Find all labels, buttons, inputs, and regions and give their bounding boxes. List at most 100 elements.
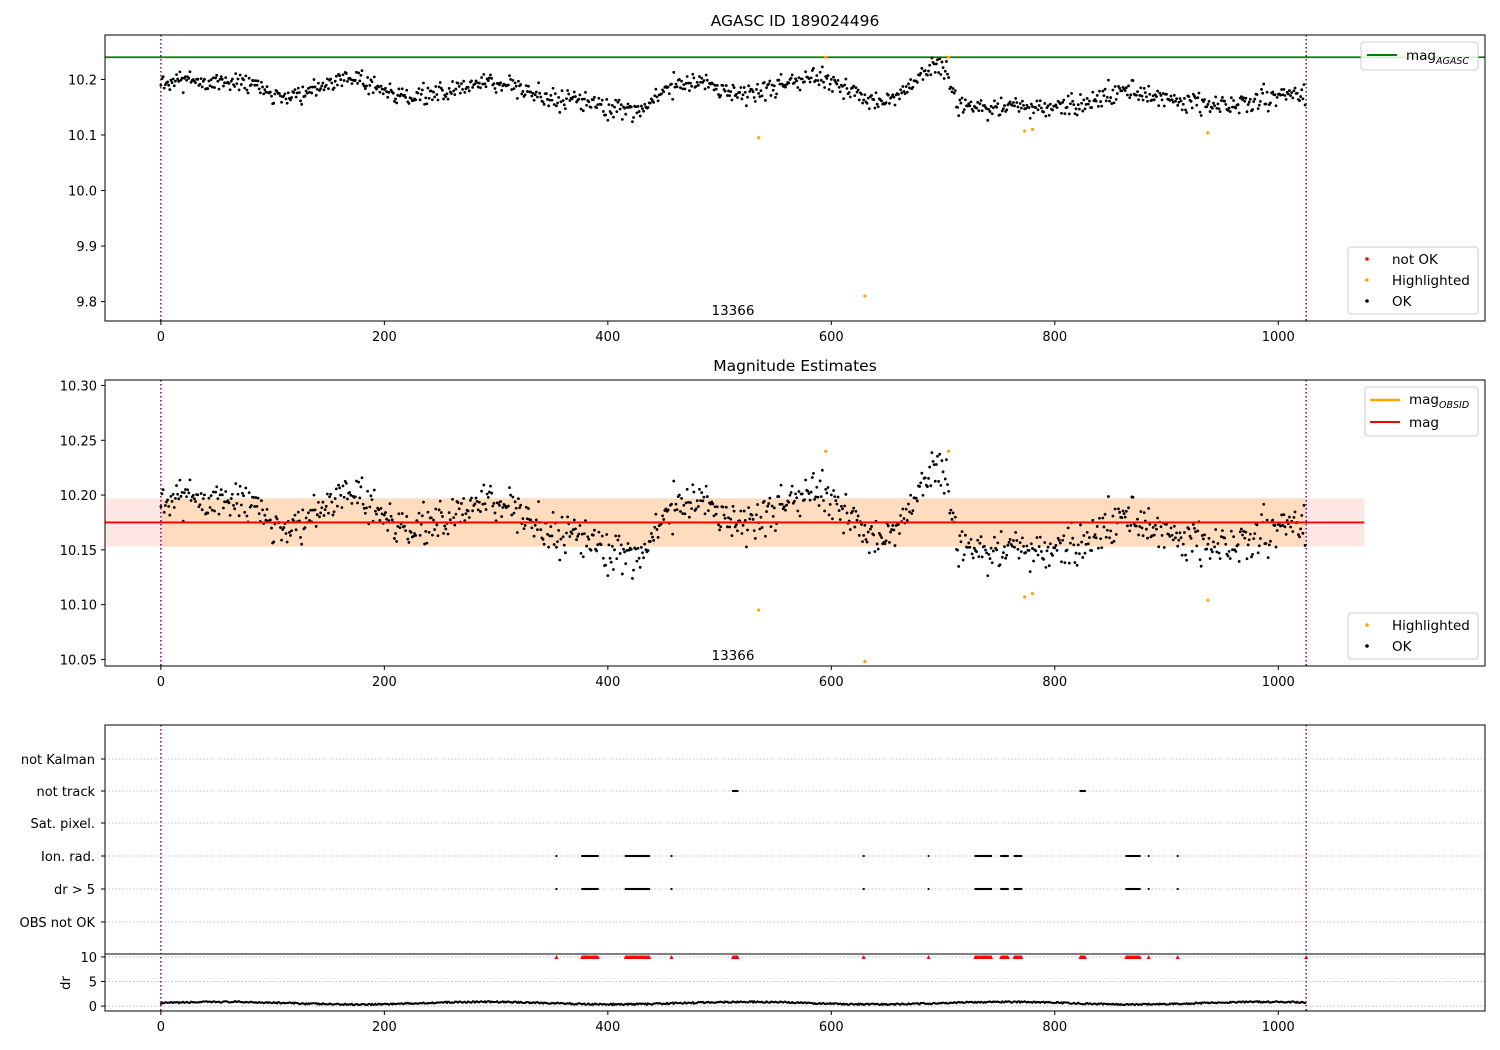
ok-point: [971, 109, 975, 113]
ok-point: [1001, 551, 1005, 555]
ok-point: [568, 99, 572, 102]
ok-point: [898, 532, 901, 535]
ok-point: [1246, 103, 1250, 107]
ok-point: [187, 491, 191, 495]
ok-point: [803, 498, 806, 502]
ok-point: [299, 535, 302, 539]
ok-point: [1231, 548, 1234, 552]
ok-point: [300, 542, 304, 546]
ok-point: [709, 502, 713, 506]
ok-point: [848, 95, 852, 99]
ok-point: [1252, 100, 1256, 103]
ok-point: [798, 88, 802, 92]
ok-point: [833, 495, 837, 499]
ok-point: [866, 96, 870, 100]
ok-point: [638, 565, 642, 569]
ok-point: [441, 515, 444, 518]
ok-point: [260, 499, 263, 503]
ok-point: [467, 89, 471, 93]
ok-point: [833, 78, 837, 82]
ok-point: [223, 500, 226, 504]
ok-point: [1012, 539, 1015, 542]
ok-point: [1283, 94, 1287, 97]
ok-point: [208, 84, 212, 88]
ok-point: [387, 91, 391, 94]
ok-point: [1086, 102, 1090, 106]
ok-point: [736, 529, 739, 533]
ok-point: [1302, 83, 1306, 87]
ok-point: [1001, 107, 1005, 111]
ok-point: [384, 86, 387, 90]
legend-mag-agasc-label: magAGASC: [1406, 48, 1469, 67]
ok-point: [353, 78, 357, 82]
ok-point: [356, 501, 359, 505]
ok-point: [256, 79, 260, 83]
ok-point: [958, 534, 962, 538]
ok-point: [407, 102, 411, 105]
ok-point: [713, 83, 717, 87]
ok-point: [1234, 106, 1238, 110]
ok-point: [928, 465, 932, 469]
ok-point: [398, 526, 402, 530]
ok-point: [869, 527, 872, 531]
ok-point: [1207, 536, 1211, 540]
ok-point: [794, 492, 797, 496]
ok-point: [998, 563, 1002, 567]
ok-point: [624, 562, 628, 566]
ok-point: [406, 537, 410, 541]
ok-point: [544, 92, 548, 95]
ok-point: [525, 90, 529, 93]
ok-point: [1069, 102, 1072, 106]
ok-point: [321, 81, 325, 85]
ok-point: [339, 78, 343, 81]
ok-point: [480, 489, 483, 493]
ok-point: [692, 76, 696, 80]
ok-point: [854, 86, 858, 90]
ok-point: [653, 525, 657, 529]
ok-point: [512, 87, 516, 90]
ok-point: [1039, 550, 1043, 553]
ok-point: [200, 508, 204, 512]
ok-point: [1096, 546, 1100, 550]
ok-point: [1012, 101, 1015, 104]
ok-point: [1264, 102, 1268, 106]
ok-point: [578, 93, 582, 97]
ok-point: [815, 485, 819, 489]
ok-point: [304, 89, 308, 93]
ok-point: [460, 82, 463, 86]
ok-point: [456, 81, 460, 85]
panel2-axes: 0 200 400 600 800 100010.0510.1010.1510.2010.…: [60, 379, 1295, 690]
ok-point: [672, 479, 676, 483]
ok-point: [236, 492, 240, 496]
ok-point: [599, 543, 603, 547]
ok-point: [1281, 93, 1285, 97]
ok-point: [637, 110, 641, 113]
ok-point: [1113, 507, 1117, 511]
panel1-plot-area: 13366: [105, 35, 1485, 321]
ok-point: [223, 81, 226, 85]
ok-point: [1060, 111, 1063, 115]
ok-point: [1300, 513, 1304, 517]
ok-point: [255, 504, 259, 508]
panel2-frame: [104, 379, 1486, 667]
ok-point: [486, 79, 490, 82]
ok-point: [597, 96, 601, 100]
ok-point: [1213, 545, 1216, 549]
ok-point: [577, 532, 581, 536]
ok-point: [386, 95, 390, 99]
ok-point: [728, 94, 732, 98]
dr-clipped-marker: [861, 954, 866, 959]
ok-point: [358, 79, 362, 83]
ok-point: [1008, 537, 1012, 541]
ok-point: [902, 89, 906, 93]
ok-point: [309, 508, 313, 512]
ok-point: [434, 507, 438, 511]
highlighted-point: [1206, 598, 1210, 602]
ok-point: [704, 73, 708, 77]
ok-point: [344, 481, 348, 485]
ok-point: [236, 77, 240, 81]
ok-point: [511, 79, 515, 82]
ok-point: [385, 517, 388, 521]
ok-point: [280, 100, 283, 104]
ok-point: [610, 104, 614, 107]
